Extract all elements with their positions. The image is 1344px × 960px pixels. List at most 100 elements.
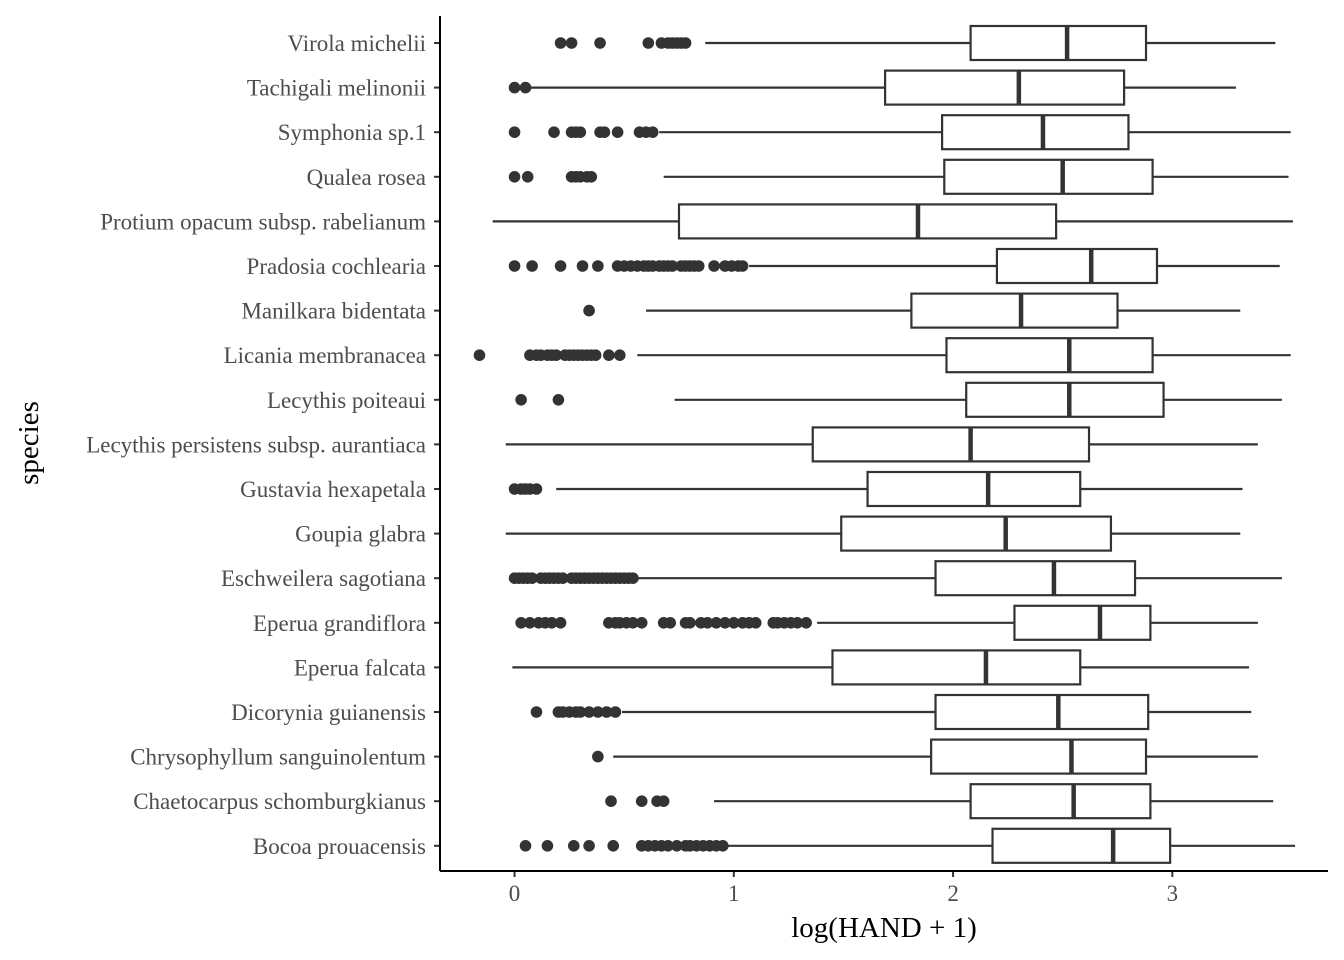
box-group [554,24,1276,62]
y-tick-label: Manilkara bidentata [241,299,426,324]
outlier-point [508,81,521,94]
box-iqr [1013,604,1152,641]
outlier-point [508,171,521,183]
box-group [508,560,1282,597]
y-tick-label: Gustavia hexapetala [240,477,426,502]
box-group [505,515,1241,552]
outlier-point [708,260,720,272]
y-tick-label: Lecythis persistens subsp. aurantiaca [86,432,426,457]
outlier-point [613,349,626,362]
outlier-point [592,260,604,272]
y-tick-label: Protium opacum subsp. rabelianum [100,209,426,234]
y-tick-label: Eschweilera sagotiana [221,566,426,591]
box-iqr [930,738,1148,775]
box-iqr [866,470,1082,508]
outlier-point [554,37,567,49]
box-iqr [677,203,1058,240]
box-iqr [965,381,1165,418]
outlier-point [605,795,617,807]
outlier-point [592,750,604,763]
y-tick-label: Qualea rosea [307,165,426,190]
box-group [508,470,1243,508]
outlier-point [567,840,580,852]
outlier-point [552,394,565,406]
y-tick-label: Pradosia cochlearia [247,254,426,279]
outlier-point [585,171,598,183]
box-group [605,783,1274,820]
outlier-point [609,706,622,718]
outlier-point [550,349,563,362]
outlier-point [508,126,521,138]
outlier-point [611,126,624,138]
outlier-point [701,617,714,629]
outlier-point [749,617,762,629]
outlier-point [635,617,648,629]
box-group [515,604,1258,641]
outlier-point [554,617,567,629]
x-tick-labels: 0 1 2 3 [509,871,1178,906]
y-tick-labels: Virola michelii Tachigali melinonii Sympho… [86,31,440,859]
outlier-point [646,126,659,138]
y-axis-title: species [13,401,45,485]
outlier-point [717,840,729,852]
box-iqr [840,515,1113,552]
box-iqr [995,247,1159,285]
x-tick-label: 0 [509,881,521,906]
outlier-point [607,840,620,852]
outlier-point [635,795,648,807]
box-group [473,337,1291,374]
outlier-point [546,617,558,629]
box-iqr [945,337,1154,374]
outlier-point [592,706,604,718]
outlier-point [594,37,606,49]
box-iqr [811,426,1091,463]
y-tick-label: Bocoa prouacensis [253,834,426,859]
outlier-point [576,260,589,272]
outlier-point [574,706,587,718]
y-tick-label: Symphonia sp.1 [278,120,426,145]
outlier-point [666,260,679,272]
y-tick-label: Virola michelii [288,31,427,56]
y-tick-label: Licania membranacea [224,343,426,368]
box-iqr [883,69,1126,106]
outlier-point [728,617,740,629]
y-tick-label: Chaetocarpus schomburgkianus [133,789,426,814]
outlier-point [526,572,538,584]
outlier-point [521,171,534,183]
outlier-point [508,260,521,272]
box-group [508,69,1236,106]
outlier-point [530,706,543,718]
outlier-point [589,349,602,362]
outlier-point [791,617,804,629]
box-iqr [934,560,1137,597]
box-group [508,158,1289,195]
outlier-point [679,37,692,49]
outlier-point [583,706,595,718]
outlier-point [530,483,543,495]
x-axis-title: log(HAND + 1) [791,912,977,944]
outlier-point [565,37,578,49]
y-tick-label: Chrysophyllum sanguinolentum [130,745,426,770]
outlier-point [515,617,527,629]
x-tick-label: 3 [1167,881,1179,906]
outlier-point [671,840,683,852]
outlier-point [710,617,723,629]
outlier-point [524,617,536,629]
outlier-point [583,840,595,852]
box-group [508,114,1291,151]
y-tick-label: Lecythis poiteaui [267,388,426,413]
boxes-layer [473,24,1296,864]
y-tick-label: Eperua falcata [294,655,426,680]
outlier-point [684,617,696,629]
box-iqr [969,783,1152,820]
outlier-point [657,795,670,807]
box-group [592,738,1258,775]
outlier-point [600,706,613,718]
outlier-point [548,126,560,138]
outlier-point [541,840,554,852]
outlier-point [603,349,615,362]
box-group [505,426,1258,463]
box-iqr [910,292,1119,329]
box-group [583,292,1241,329]
